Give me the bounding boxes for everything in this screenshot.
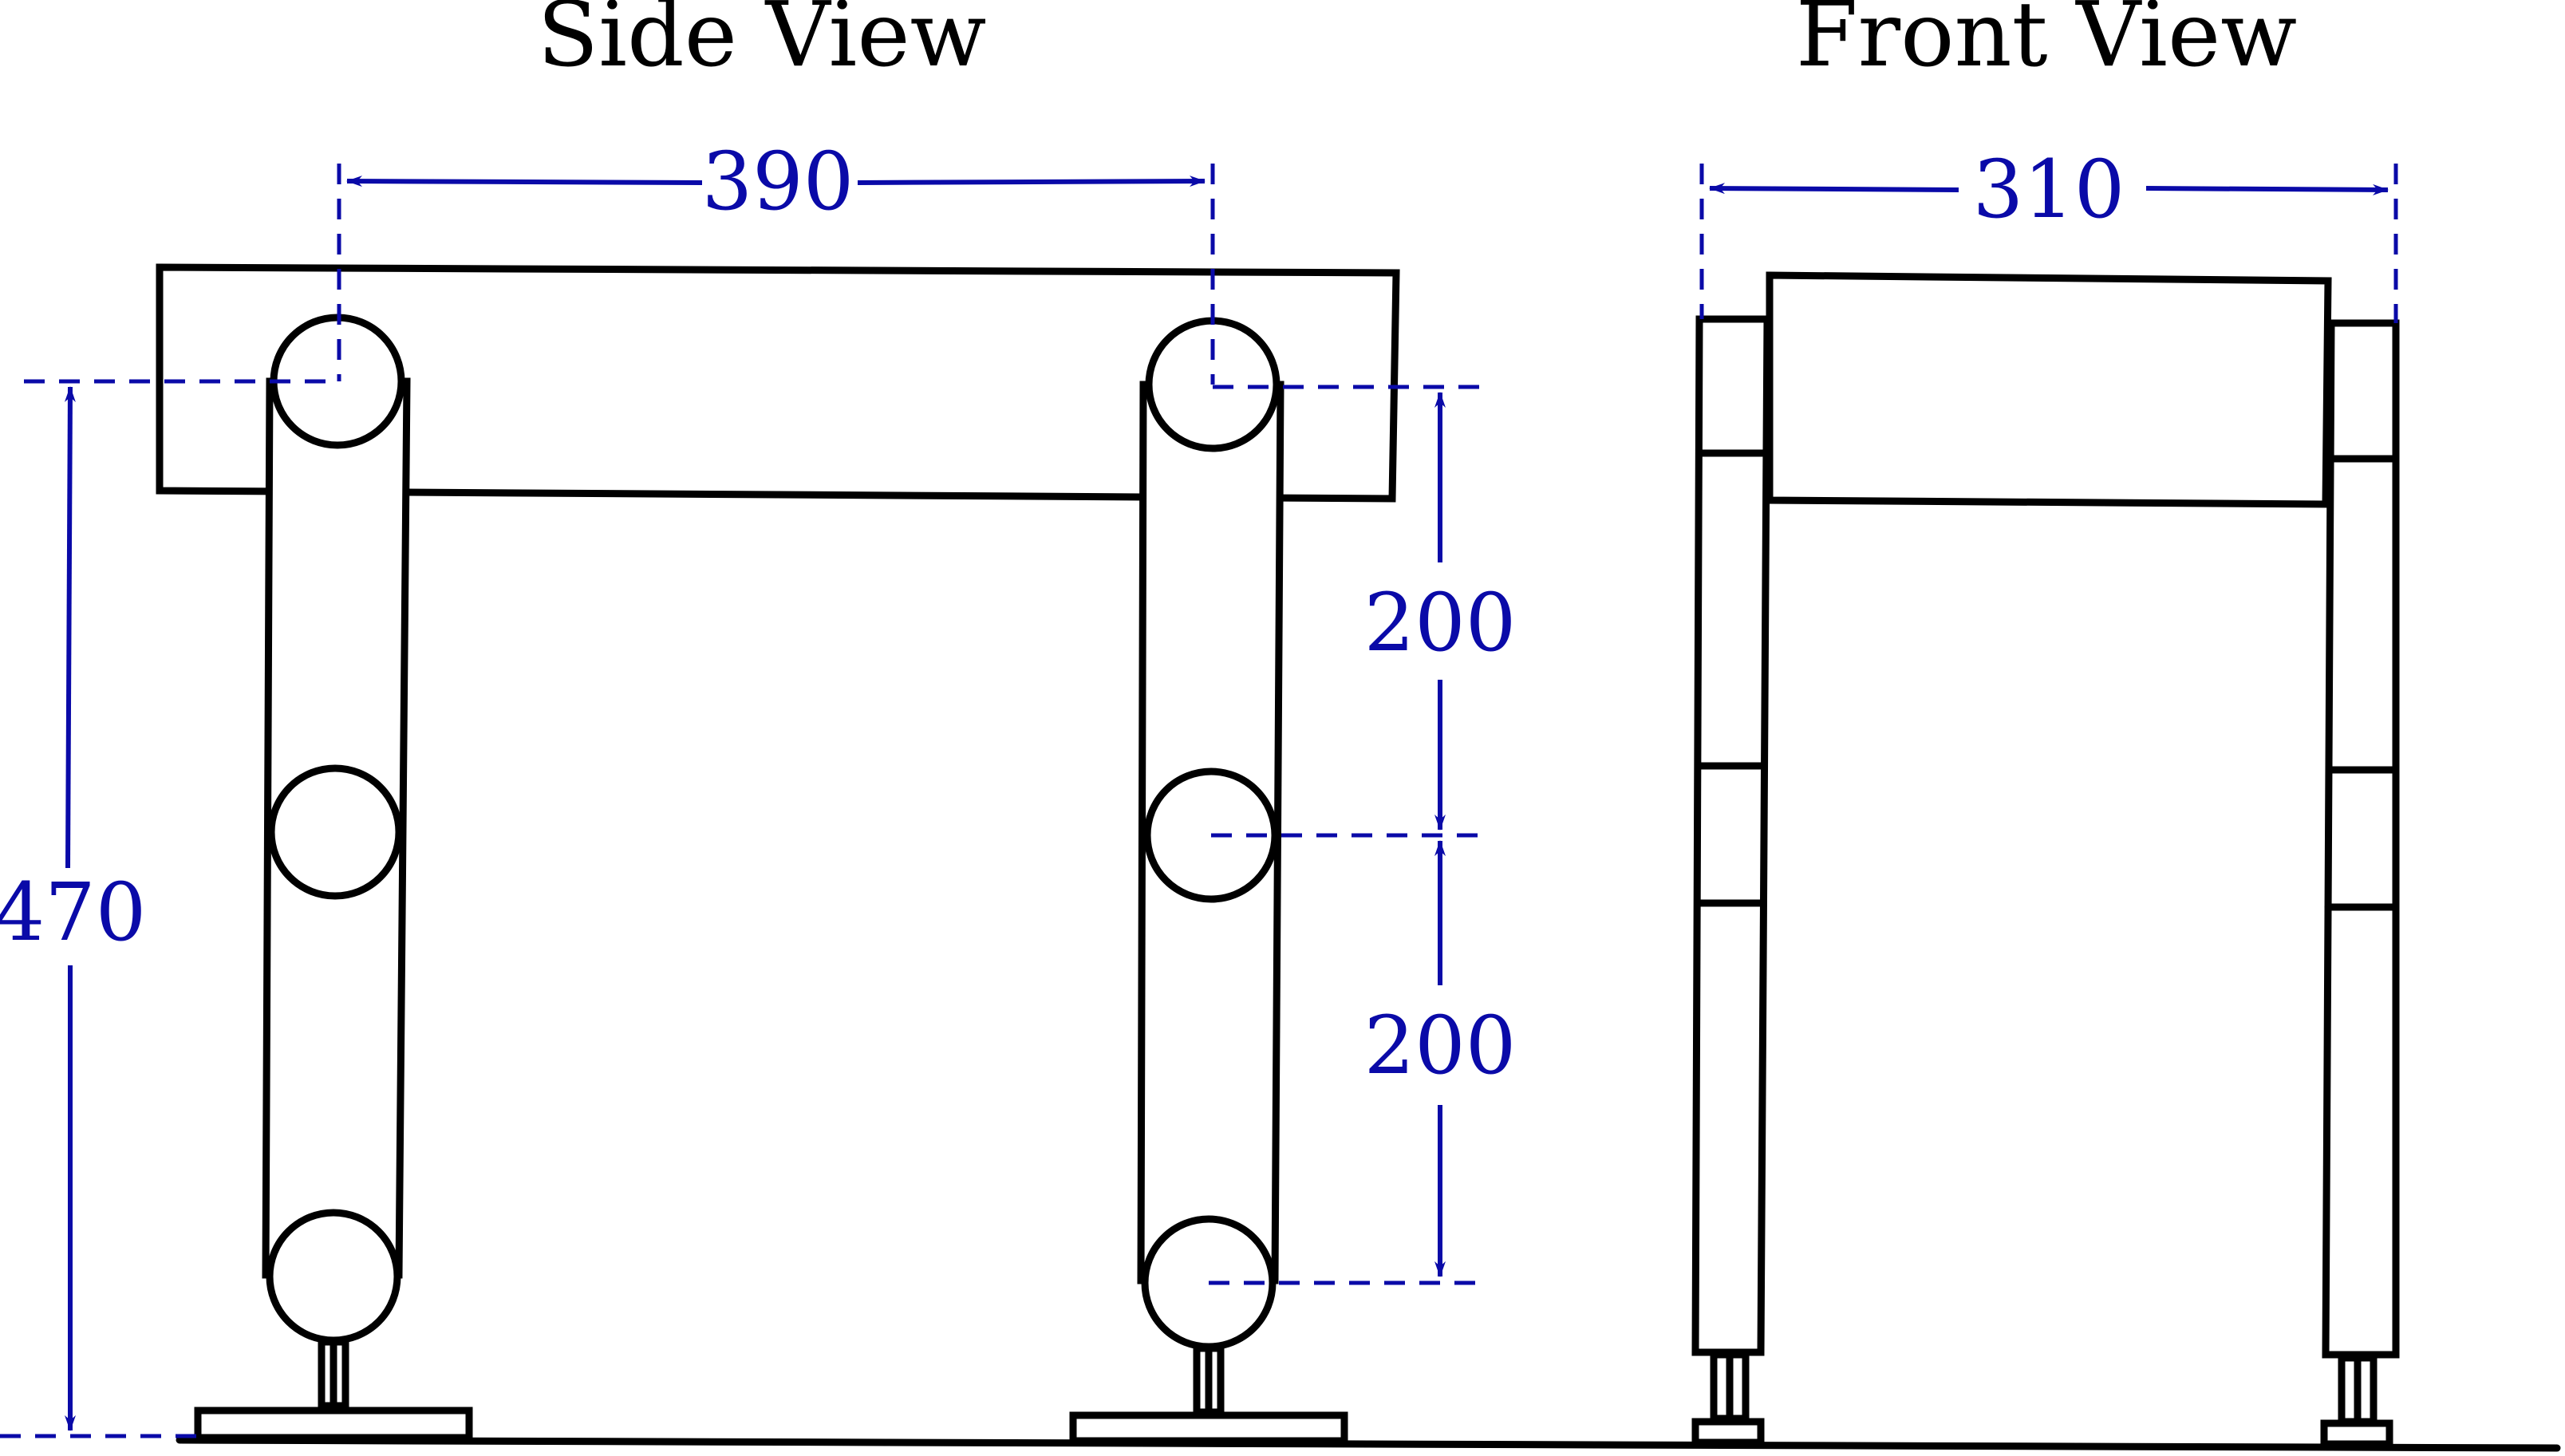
dim-470-label: 470 [0, 866, 146, 959]
dim-200-lower-label: 200 [1364, 999, 1517, 1092]
dim-310-left-arrow [1709, 183, 1959, 195]
side-view [156, 263, 1400, 1445]
front-view-title: Front View [1796, 0, 2297, 87]
side-right-foot [1069, 1411, 1348, 1445]
dim-200-upper-label: 200 [1364, 576, 1517, 669]
dim-310-right-arrow [2145, 183, 2389, 195]
dim-310-label: 310 [1973, 143, 2125, 236]
dim-390-label: 390 [702, 135, 854, 228]
dim-390-right-arrow [857, 176, 1206, 187]
front-left-column [1691, 315, 1771, 1446]
side-right-leg [1069, 317, 1348, 1445]
dim-470-top-arrow [64, 386, 76, 869]
front-top-block [1766, 271, 2332, 508]
side-left-middle-joint [267, 764, 403, 900]
ground-line [176, 1436, 2561, 1452]
side-top-beam [156, 263, 1400, 503]
front-view [1691, 271, 2400, 1448]
side-left-foot [194, 1407, 473, 1442]
dimensions: 390 470 200 200 310 [0, 135, 2398, 1438]
front-left-foot [1691, 1418, 1765, 1446]
side-left-bottom-joint [266, 1209, 401, 1344]
front-right-column [2320, 319, 2400, 1448]
side-view-title: Side View [537, 0, 986, 87]
front-right-foot [2320, 1419, 2393, 1448]
dim-390-left-arrow [346, 176, 703, 187]
